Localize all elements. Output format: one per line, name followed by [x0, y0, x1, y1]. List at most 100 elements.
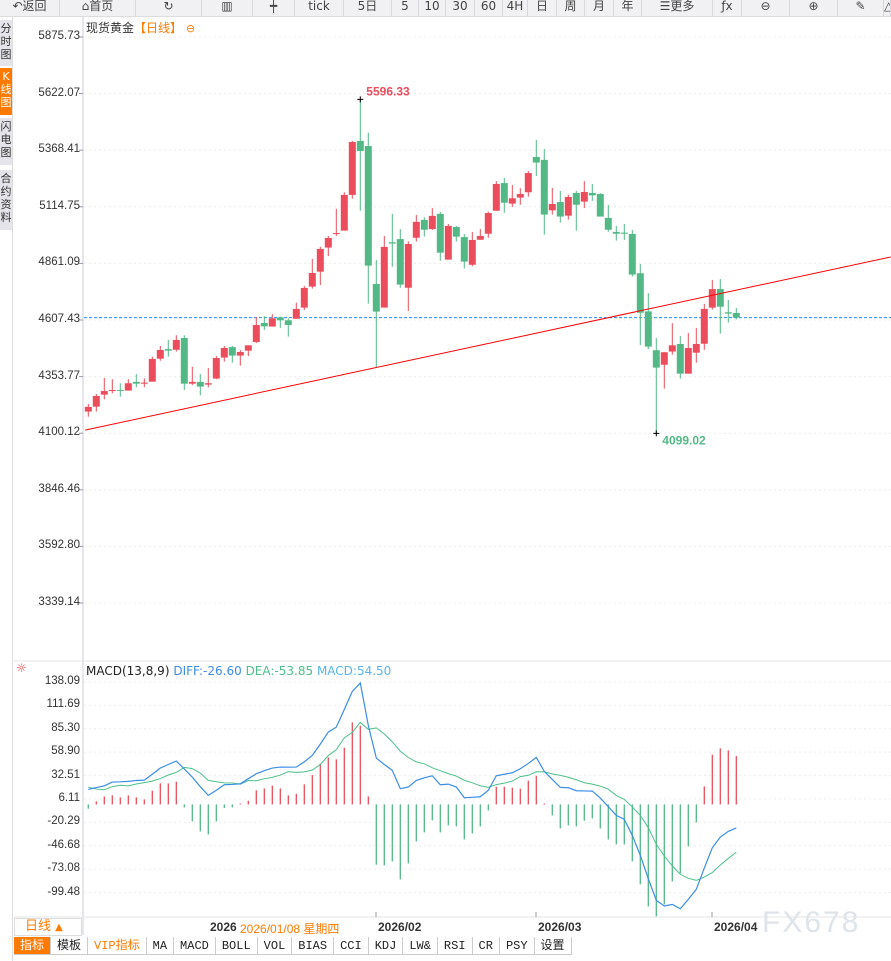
toolbar-button-4H[interactable]: 4H [503, 0, 528, 16]
candle [596, 193, 604, 217]
toolbar-button-周[interactable]: 周 [557, 0, 585, 16]
triangle-icon: △ [884, 0, 890, 13]
toolbar-button-label: 更多 [670, 0, 695, 13]
price-axis-label: 3339.14 [38, 595, 80, 608]
candle [364, 132, 372, 304]
toolbar-button-首页[interactable]: ⌂首页 [60, 0, 136, 16]
candle-body [308, 273, 316, 287]
indicator-tab-BOLL[interactable]: BOLL [215, 937, 258, 955]
candle-body [452, 227, 460, 237]
price-axis-label: 3846.46 [38, 482, 80, 495]
toolbar-button-更多[interactable]: ☰更多 [642, 0, 713, 16]
toolbar-button-bar-chart[interactable]: ▥ [202, 0, 253, 16]
toolbar-button-30[interactable]: 30 [446, 0, 475, 16]
candle-body [564, 196, 572, 216]
candle [468, 231, 476, 267]
sidebar-tab-1[interactable]: K线图 [0, 68, 12, 115]
candle [148, 356, 156, 382]
macd-axis-label: -99.48 [47, 885, 80, 898]
candle-body [380, 246, 388, 308]
candle [156, 345, 164, 361]
candle [516, 188, 524, 205]
toolbar-button-5日[interactable]: 5日 [344, 0, 392, 16]
chart-title: 现货黄金【日线】 ⊖ [86, 19, 195, 36]
candle [404, 241, 412, 311]
toolbar-button-zoom-out[interactable]: ⊖ [742, 0, 790, 16]
extreme-marker [653, 430, 660, 437]
candle [212, 356, 220, 380]
indicator-tab-VOL[interactable]: VOL [257, 937, 293, 955]
toolbar-button-candlestick[interactable]: ┿ [253, 0, 295, 16]
extreme-price-label: 5596.33 [366, 84, 410, 98]
candle-body [292, 308, 300, 319]
candle-body [548, 204, 556, 211]
candle-body [228, 347, 236, 356]
sidebar-tab-2[interactable]: 闪电图 [0, 118, 12, 165]
period-selector[interactable]: 日线 ▲ [14, 918, 82, 936]
candle-body [652, 350, 660, 368]
indicator-tab-PSY[interactable]: PSY [499, 937, 535, 955]
candle [324, 235, 332, 257]
toolbar-button-月[interactable]: 月 [585, 0, 614, 16]
extreme-price-label: 4099.02 [662, 433, 706, 447]
indicator-tab-MA[interactable]: MA [146, 937, 175, 955]
candle-body [580, 192, 588, 202]
indicator-tab-KDJ[interactable]: KDJ [368, 937, 404, 955]
period-label[interactable]: 【日线】 [134, 21, 183, 35]
toolbar-button-日[interactable]: 日 [528, 0, 557, 16]
indicator-tab-指标[interactable]: 指标 [14, 937, 52, 955]
candle-body [148, 358, 156, 382]
candle-body [500, 183, 508, 203]
candle-body [508, 198, 516, 204]
candle-body [396, 239, 404, 285]
indicator-tab-CR[interactable]: CR [472, 937, 500, 955]
date-tick: 2026/02 [378, 920, 422, 934]
toolbar-button-pen[interactable]: ✎ [838, 0, 884, 16]
toolbar-button-refresh[interactable]: ↻ [136, 0, 202, 16]
indicator-tab-BIAS[interactable]: BIAS [292, 937, 335, 955]
candle-body [604, 217, 612, 230]
indicator-tab-CCI[interactable]: CCI [334, 937, 369, 955]
toolbar-button-5[interactable]: 5 [392, 0, 419, 16]
toolbar-button-10[interactable]: 10 [419, 0, 446, 16]
sidebar-tab-0[interactable]: 分时图 [0, 20, 12, 66]
indicator-tab-LW&[interactable]: LW& [403, 937, 438, 955]
toolbar-button-label: 日 [535, 0, 548, 13]
sidebar-tab-3[interactable]: 合约资料 [0, 170, 12, 230]
candle-body [100, 391, 108, 395]
candle-body [196, 381, 204, 387]
candle-body [532, 156, 540, 163]
candle [452, 225, 460, 242]
candle-body [348, 142, 356, 195]
indicator-tab-RSI[interactable]: RSI [437, 937, 473, 955]
indicator-tab-MACD[interactable]: MACD [174, 937, 216, 955]
toolbar-button-tick[interactable]: tick [295, 0, 344, 16]
toolbar-button-年[interactable]: 年 [614, 0, 642, 16]
trendline[interactable] [84, 256, 891, 431]
price-axis-label: 4100.12 [38, 426, 80, 439]
macd-axis-label: -46.68 [47, 838, 80, 851]
candle [220, 345, 228, 362]
zoom-out-icon: ⊖ [760, 0, 771, 13]
indicator-tab-模板[interactable]: 模板 [51, 937, 89, 955]
candle-body [124, 383, 132, 391]
toolbar-button-function-fx[interactable]: ƒx [713, 0, 742, 16]
candle-body [644, 311, 652, 347]
candle [412, 214, 420, 242]
indicator-tab-VIP指标[interactable]: VIP指标 [88, 937, 147, 955]
candle [692, 327, 700, 363]
indicator-settings-icon[interactable]: ☼ [16, 661, 27, 675]
toolbar-button-60[interactable]: 60 [475, 0, 503, 16]
collapse-icon[interactable]: ⊖ [185, 22, 196, 35]
candle-body [684, 347, 692, 374]
indicator-tab-设置[interactable]: 设置 [534, 937, 572, 955]
candle [700, 304, 708, 350]
candle [668, 323, 676, 355]
toolbar-button-zoom-in[interactable]: ⊕ [790, 0, 838, 16]
period-selector-label: 日线 [25, 919, 52, 934]
candle-body [108, 389, 116, 392]
toolbar-button-返回[interactable]: ↶返回 [0, 0, 60, 16]
candle [612, 225, 620, 241]
candle-body [156, 349, 164, 359]
